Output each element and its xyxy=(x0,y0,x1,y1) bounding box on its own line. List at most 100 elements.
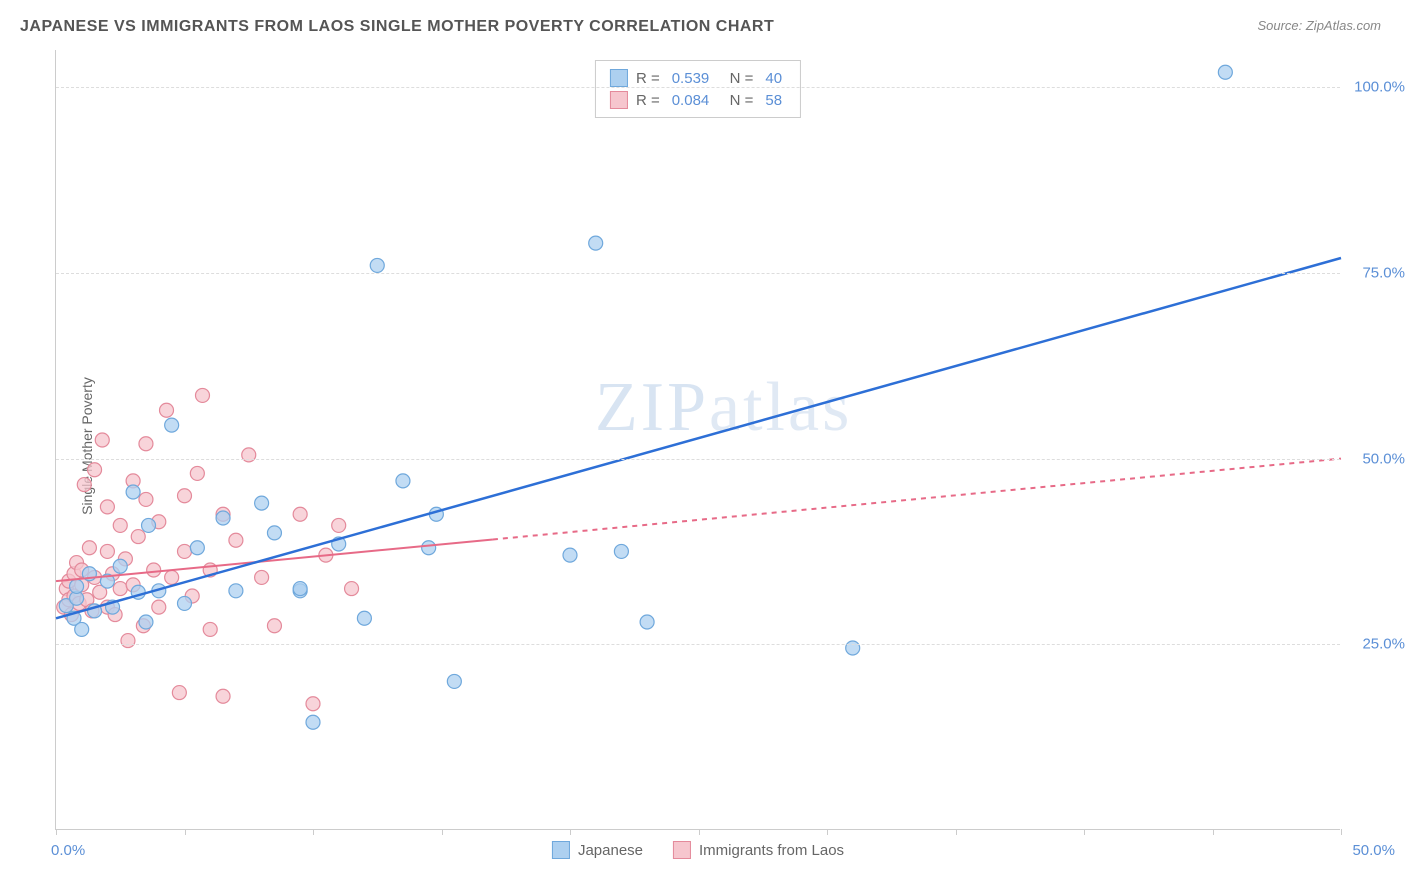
data-point xyxy=(345,582,359,596)
x-tick xyxy=(442,829,443,835)
data-point xyxy=(113,518,127,532)
data-point xyxy=(77,478,91,492)
y-tick-label: 100.0% xyxy=(1354,79,1405,96)
data-point xyxy=(70,579,84,593)
legend-row: R = 0.539 N = 40 xyxy=(610,67,786,89)
data-point xyxy=(267,526,281,540)
legend-swatch xyxy=(610,91,628,109)
data-point xyxy=(396,474,410,488)
data-point xyxy=(178,596,192,610)
data-point xyxy=(113,559,127,573)
data-point xyxy=(195,388,209,402)
legend-n-label: N = xyxy=(721,92,753,109)
trend-line-extrapolated xyxy=(493,459,1341,540)
x-tick xyxy=(56,829,57,835)
data-point xyxy=(147,563,161,577)
data-point xyxy=(113,582,127,596)
data-point xyxy=(589,236,603,250)
data-point xyxy=(178,489,192,503)
x-tick xyxy=(185,829,186,835)
data-point xyxy=(152,600,166,614)
data-point xyxy=(242,448,256,462)
data-point xyxy=(846,641,860,655)
data-point xyxy=(131,530,145,544)
chart-container: JAPANESE VS IMMIGRANTS FROM LAOS SINGLE … xyxy=(0,0,1406,892)
grid-line xyxy=(56,273,1340,274)
data-point xyxy=(306,715,320,729)
legend-series-item: Japanese xyxy=(552,841,643,859)
data-point xyxy=(306,697,320,711)
data-point xyxy=(293,507,307,521)
data-point xyxy=(332,518,346,532)
x-tick xyxy=(699,829,700,835)
legend-r-value: 0.084 xyxy=(672,92,710,109)
data-point xyxy=(640,615,654,629)
source-label: Source: ZipAtlas.com xyxy=(1257,18,1381,33)
data-point xyxy=(357,611,371,625)
data-point xyxy=(165,418,179,432)
y-tick-label: 25.0% xyxy=(1362,636,1405,653)
data-point xyxy=(121,634,135,648)
trend-line xyxy=(56,258,1341,618)
legend-swatch xyxy=(673,841,691,859)
data-point xyxy=(100,500,114,514)
data-point xyxy=(139,615,153,629)
data-point xyxy=(563,548,577,562)
data-point xyxy=(88,463,102,477)
data-point xyxy=(229,584,243,598)
grid-line xyxy=(56,87,1340,88)
data-point xyxy=(139,492,153,506)
data-point xyxy=(370,258,384,272)
y-tick-label: 75.0% xyxy=(1362,264,1405,281)
data-point xyxy=(267,619,281,633)
data-point xyxy=(614,544,628,558)
legend-n-label: N = xyxy=(721,70,753,87)
x-tick xyxy=(1213,829,1214,835)
data-point xyxy=(160,403,174,417)
legend-n-value: 58 xyxy=(765,92,782,109)
data-point xyxy=(229,533,243,547)
data-point xyxy=(422,541,436,555)
grid-line xyxy=(56,459,1340,460)
data-point xyxy=(165,570,179,584)
y-tick-label: 50.0% xyxy=(1362,450,1405,467)
legend-row: R = 0.084 N = 58 xyxy=(610,89,786,111)
data-point xyxy=(178,544,192,558)
data-point xyxy=(190,541,204,555)
legend-series-label: Immigrants from Laos xyxy=(699,842,844,859)
x-tick xyxy=(956,829,957,835)
x-tick xyxy=(1084,829,1085,835)
data-point xyxy=(293,582,307,596)
legend-r-label: R = xyxy=(636,70,660,87)
legend-correlation: R = 0.539 N = 40R = 0.084 N = 58 xyxy=(595,60,801,118)
x-tick-label: 50.0% xyxy=(1352,842,1395,859)
legend-swatch xyxy=(610,69,628,87)
data-point xyxy=(190,466,204,480)
data-point xyxy=(95,433,109,447)
x-tick xyxy=(1341,829,1342,835)
legend-r-label: R = xyxy=(636,92,660,109)
data-point xyxy=(447,674,461,688)
data-point xyxy=(100,544,114,558)
chart-title: JAPANESE VS IMMIGRANTS FROM LAOS SINGLE … xyxy=(20,18,774,36)
data-point xyxy=(216,511,230,525)
data-point xyxy=(139,437,153,451)
x-tick xyxy=(313,829,314,835)
data-point xyxy=(203,622,217,636)
legend-series-item: Immigrants from Laos xyxy=(673,841,844,859)
data-point xyxy=(82,541,96,555)
data-point xyxy=(75,622,89,636)
data-point xyxy=(255,496,269,510)
data-point xyxy=(126,485,140,499)
x-tick xyxy=(570,829,571,835)
grid-line xyxy=(56,644,1340,645)
plot-svg xyxy=(56,50,1340,829)
plot-area: ZIPatlas R = 0.539 N = 40R = 0.084 N = 5… xyxy=(55,50,1340,830)
data-point xyxy=(142,518,156,532)
legend-swatch xyxy=(552,841,570,859)
x-tick-label: 0.0% xyxy=(51,842,85,859)
legend-series-label: Japanese xyxy=(578,842,643,859)
data-point xyxy=(1218,65,1232,79)
legend-n-value: 40 xyxy=(765,70,782,87)
data-point xyxy=(255,570,269,584)
